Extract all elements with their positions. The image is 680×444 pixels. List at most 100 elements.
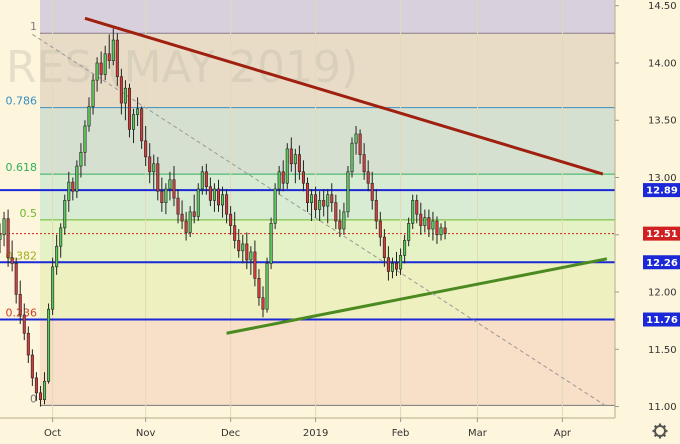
candle-down [225, 188, 229, 224]
gear-ring [654, 425, 666, 437]
time-tick-label: Feb [392, 428, 410, 439]
candle-down [115, 33, 119, 86]
candle-body [14, 263, 18, 295]
candle-body [407, 223, 411, 241]
candle-body [297, 154, 301, 173]
candle-body [18, 294, 22, 316]
candle-body [322, 200, 326, 207]
candle-body [237, 240, 241, 252]
candle-up [390, 257, 394, 279]
candle-body [386, 257, 390, 272]
candle-down [338, 209, 342, 238]
candle-body [87, 106, 91, 127]
candle-up [63, 194, 67, 235]
candle-body [281, 171, 285, 184]
candle-down [237, 229, 241, 258]
candle-body [67, 181, 71, 201]
candle-down [305, 177, 310, 212]
candle-up [241, 234, 245, 264]
candle-body [338, 220, 342, 230]
candle-body [439, 227, 443, 236]
candle-body [427, 217, 431, 230]
candle-body [443, 227, 447, 234]
candle-up [111, 28, 115, 66]
candle-body [435, 220, 439, 236]
candle-up [55, 234, 59, 275]
candle-body [148, 156, 152, 173]
candle-down [253, 240, 257, 287]
candle-down [257, 269, 261, 306]
candle-body [83, 125, 87, 153]
price-tag-label: 12.51 [646, 229, 678, 240]
candles [0, 28, 447, 407]
candle-down [107, 34, 111, 69]
candle-down [144, 125, 148, 167]
candle-body [277, 171, 281, 190]
candle-down [208, 177, 212, 207]
candle-up [346, 166, 350, 218]
candle-body [95, 62, 99, 81]
price-tag-label: 12.26 [646, 258, 678, 269]
fib-label: 0.786 [6, 95, 38, 108]
candle-up [342, 202, 346, 235]
candle-body [119, 76, 123, 104]
candle-body [172, 179, 176, 199]
fib-zone [40, 319, 615, 406]
candle-body [156, 163, 160, 192]
candle-body [221, 194, 225, 206]
candle-body [59, 227, 63, 247]
candle-body [390, 263, 394, 272]
price-tag-bg [643, 312, 680, 327]
candle-down [180, 200, 184, 230]
candle-down [314, 186, 318, 218]
candle-body [164, 188, 168, 204]
candle-up [67, 171, 71, 212]
candle-body [399, 255, 403, 270]
candle-body [132, 114, 136, 130]
candle-down [119, 68, 123, 115]
candle-body [184, 220, 188, 233]
candle-body [318, 200, 322, 210]
candle-body [346, 171, 350, 213]
candle-down [156, 156, 160, 201]
price-tick-label: 12.00 [648, 288, 677, 299]
candle-down [192, 194, 196, 224]
candle-down [281, 160, 285, 192]
candle-down [378, 211, 382, 247]
gear-icon[interactable] [652, 423, 668, 439]
candle-body [208, 186, 212, 201]
candle-up [123, 80, 127, 121]
candle-up [265, 257, 269, 313]
price-tag: 12.26 [643, 255, 680, 270]
candle-up [75, 160, 79, 199]
candle-down [10, 240, 14, 272]
candle-body [330, 194, 334, 204]
candle-down [261, 286, 265, 318]
fib-zone [40, 107, 615, 175]
candle-body [370, 182, 374, 201]
candle-body [342, 211, 346, 230]
candle-down [382, 229, 386, 267]
candle-up [221, 186, 225, 218]
candle-body [47, 308, 51, 382]
candle-body [42, 381, 47, 400]
candle-up [79, 143, 83, 178]
candle-down [34, 372, 38, 401]
candle-body [314, 194, 318, 210]
candle-body [233, 225, 237, 241]
fib-label: 0.618 [6, 161, 38, 174]
candle-body [362, 154, 366, 173]
candle-body [261, 297, 265, 310]
time-tick-label: Apr [554, 428, 572, 439]
candle-up [318, 191, 322, 222]
candle-body [30, 354, 34, 379]
candle-body [289, 148, 293, 165]
candle-body [26, 332, 30, 356]
candle-body [285, 148, 289, 184]
candle-body [253, 251, 257, 279]
candle-body [75, 165, 79, 192]
candle-up [273, 183, 277, 230]
candle-down [297, 145, 301, 180]
time-tick-label: Dec [221, 428, 240, 439]
